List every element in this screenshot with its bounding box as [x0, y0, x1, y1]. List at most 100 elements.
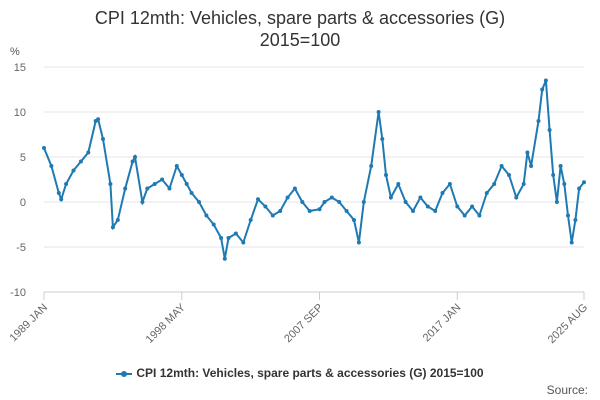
data-point[interactable]: [204, 213, 209, 218]
data-point[interactable]: [133, 155, 137, 159]
data-point[interactable]: [433, 209, 438, 213]
data-point[interactable]: [352, 218, 356, 222]
data-point[interactable]: [477, 213, 482, 218]
data-point[interactable]: [529, 164, 534, 168]
data-point[interactable]: [329, 195, 334, 200]
data-point[interactable]: [78, 159, 83, 164]
data-point[interactable]: [507, 173, 511, 177]
data-point[interactable]: [189, 191, 194, 195]
data-point[interactable]: [425, 204, 430, 209]
data-point[interactable]: [140, 200, 145, 204]
data-point[interactable]: [108, 182, 113, 186]
chart-title-line1: CPI 12mth: Vehicles, spare parts & acces…: [94, 8, 506, 28]
data-point[interactable]: [566, 213, 570, 218]
data-point[interactable]: [160, 177, 165, 182]
data-point[interactable]: [440, 191, 445, 195]
data-point[interactable]: [174, 164, 179, 168]
data-point[interactable]: [337, 200, 342, 204]
data-point[interactable]: [300, 200, 305, 204]
legend[interactable]: CPI 12mth: Vehicles, spare parts & acces…: [0, 366, 600, 380]
data-point[interactable]: [499, 164, 504, 168]
data-point[interactable]: [525, 150, 530, 155]
data-point[interactable]: [551, 173, 556, 177]
data-point[interactable]: [292, 186, 297, 191]
data-point[interactable]: [222, 256, 227, 261]
data-point[interactable]: [573, 218, 578, 222]
data-point[interactable]: [130, 159, 135, 164]
data-point[interactable]: [547, 128, 552, 132]
data-point[interactable]: [307, 209, 312, 213]
data-point[interactable]: [322, 200, 327, 204]
data-point[interactable]: [123, 186, 128, 191]
data-point[interactable]: [369, 164, 374, 168]
data-point[interactable]: [396, 182, 401, 186]
data-point[interactable]: [233, 231, 238, 236]
data-point[interactable]: [71, 168, 76, 173]
data-point[interactable]: [484, 191, 489, 195]
data-point[interactable]: [361, 200, 366, 204]
y-tick-label: -10: [10, 287, 26, 299]
x-tick-label: 2025 AUG: [546, 302, 590, 346]
data-point[interactable]: [96, 117, 101, 122]
data-point[interactable]: [411, 209, 415, 213]
data-point[interactable]: [270, 213, 275, 218]
data-point[interactable]: [263, 204, 268, 209]
x-axis-ticks: 1989 JAN 1998 MAY 2007 SEP 2017 JAN 2025 AUG: [7, 292, 590, 346]
legend-label: CPI 12mth: Vehicles, spare parts & acces…: [136, 366, 484, 380]
source-label: Source:: [546, 383, 588, 397]
y-tick-label: 15: [14, 62, 26, 74]
data-point[interactable]: [554, 200, 559, 204]
data-point[interactable]: [455, 204, 460, 209]
data-point[interactable]: [285, 195, 290, 200]
data-point[interactable]: [152, 182, 157, 186]
data-point[interactable]: [278, 209, 283, 213]
data-point[interactable]: [403, 200, 408, 204]
y-tick-label: 0: [20, 197, 26, 209]
data-point[interactable]: [356, 240, 361, 245]
data-point[interactable]: [388, 195, 393, 200]
data-point[interactable]: [101, 137, 105, 141]
data-point[interactable]: [115, 218, 120, 222]
data-point[interactable]: [514, 195, 519, 200]
data-point[interactable]: [562, 182, 567, 186]
data-point[interactable]: [179, 173, 184, 177]
data-point[interactable]: [59, 197, 64, 202]
data-point[interactable]: [241, 240, 246, 245]
data-point[interactable]: [569, 240, 574, 245]
data-point[interactable]: [470, 204, 475, 209]
data-point[interactable]: [145, 186, 150, 191]
data-point[interactable]: [384, 173, 388, 177]
data-point[interactable]: [42, 146, 46, 150]
y-axis-unit: %: [10, 46, 20, 58]
data-point[interactable]: [56, 191, 61, 195]
data-point[interactable]: [462, 213, 467, 218]
data-point[interactable]: [211, 222, 216, 227]
data-point[interactable]: [110, 225, 115, 230]
data-point[interactable]: [64, 182, 69, 186]
data-point[interactable]: [492, 182, 497, 186]
data-point[interactable]: [536, 119, 541, 123]
data-point[interactable]: [86, 150, 91, 155]
data-point[interactable]: [521, 182, 526, 186]
data-point[interactable]: [219, 236, 224, 240]
data-point[interactable]: [317, 207, 322, 212]
data-point[interactable]: [184, 182, 189, 186]
data-point[interactable]: [248, 218, 253, 222]
data-point[interactable]: [256, 197, 260, 202]
data-point[interactable]: [167, 186, 172, 191]
data-point[interactable]: [540, 87, 545, 92]
data-point[interactable]: [376, 110, 381, 114]
data-point[interactable]: [344, 209, 349, 213]
data-point[interactable]: [49, 164, 54, 168]
data-point[interactable]: [197, 200, 201, 204]
data-point[interactable]: [543, 78, 548, 83]
data-point[interactable]: [558, 164, 563, 168]
data-point[interactable]: [380, 137, 385, 141]
data-point[interactable]: [582, 180, 586, 185]
x-tick-label: 1989 JAN: [7, 302, 50, 345]
data-point[interactable]: [418, 195, 423, 200]
y-tick-label: 10: [14, 107, 26, 119]
data-point[interactable]: [577, 186, 582, 191]
data-point[interactable]: [226, 236, 231, 240]
data-point[interactable]: [447, 182, 452, 186]
